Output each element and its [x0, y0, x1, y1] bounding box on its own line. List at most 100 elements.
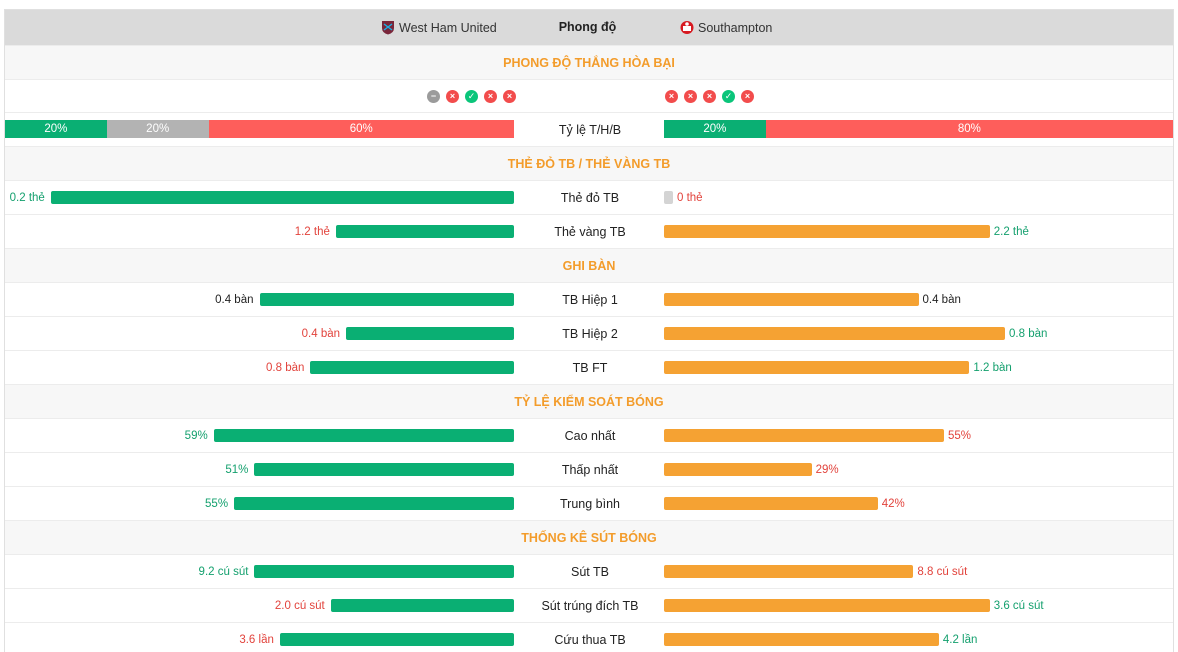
- away-stat-value: 29%: [815, 463, 839, 476]
- stat-row: 1.2 thẻ Thẻ vàng TB 2.2 thẻ: [5, 214, 1173, 248]
- cross-icon: ×: [665, 89, 678, 103]
- cross-icon: ×: [684, 89, 697, 103]
- away-stat-bar: [664, 191, 673, 204]
- stat-row: 0.4 bàn TB Hiệp 1 0.4 bàn: [5, 282, 1173, 316]
- home-stat-value: 0.4 bàn: [301, 327, 341, 340]
- form-comparison-panel: West Ham United Phong độ Southampton PHO…: [4, 9, 1174, 652]
- cross-icon: ×: [503, 89, 516, 103]
- away-stat-bar: [664, 565, 914, 578]
- away-stat-value: 4.2 lần: [942, 633, 978, 646]
- check-icon: ✓: [722, 89, 735, 103]
- home-ratio-segment: 60%: [208, 120, 514, 138]
- stat-label: Sút trúng đích TB: [541, 598, 639, 613]
- away-stat-bar: [664, 429, 944, 442]
- west-ham-crest-icon: [382, 21, 394, 35]
- home-stat-value: 2.0 cú sút: [274, 599, 325, 612]
- away-team[interactable]: Southampton: [680, 10, 772, 45]
- away-stat-value: 0.4 bàn: [922, 293, 961, 306]
- home-stat-bar: [254, 463, 514, 476]
- away-team-name: Southampton: [698, 20, 773, 35]
- home-stat-bar: [330, 599, 514, 612]
- away-stat-bar: [664, 361, 970, 374]
- check-icon: ✓: [465, 89, 478, 103]
- section-title: TỶ LỆ KIỂM SOÁT BÓNG: [5, 384, 1173, 418]
- stat-row: 51% Thấp nhất 29%: [5, 452, 1173, 486]
- home-stat-value: 59%: [184, 429, 208, 442]
- away-stat-bar: [664, 225, 990, 238]
- away-stat-bar: [664, 599, 990, 612]
- stat-row: 0.4 bàn TB Hiệp 2 0.8 bàn: [5, 316, 1173, 350]
- stat-label: TB Hiệp 2: [562, 326, 618, 341]
- home-stat-value: 0.4 bàn: [215, 293, 254, 306]
- away-ratio-segment: 20%: [664, 120, 766, 138]
- stat-row: 59% Cao nhất 55%: [5, 418, 1173, 452]
- section-title: GHI BÀN: [5, 248, 1173, 282]
- stat-label: TB FT: [572, 360, 608, 375]
- home-team[interactable]: West Ham United: [381, 10, 497, 45]
- home-stat-bar: [254, 565, 514, 578]
- home-stat-value: 1.2 thẻ: [294, 225, 330, 238]
- stat-label: TB Hiệp 1: [562, 292, 618, 307]
- away-stat-bar: [664, 463, 812, 476]
- away-stat-value: 42%: [881, 497, 905, 510]
- stat-row: 0.2 thẻ Thẻ đỏ TB 0 thẻ: [5, 180, 1173, 214]
- home-stat-bar: [234, 497, 514, 510]
- stat-row: 0.8 bàn TB FT 1.2 bàn: [5, 350, 1173, 384]
- home-team-name: West Ham United: [399, 20, 497, 35]
- stat-label: Cứu thua TB: [554, 632, 626, 647]
- comparison-header: West Ham United Phong độ Southampton: [5, 10, 1173, 45]
- section-title: THỐNG KÊ SÚT BÓNG: [5, 520, 1173, 554]
- minus-icon: −: [427, 89, 440, 103]
- home-form-results: − × ✓ × ×: [427, 80, 516, 112]
- home-ratio-segment: 20%: [106, 120, 209, 138]
- southampton-crest-icon: [680, 21, 694, 34]
- home-stat-bar: [279, 633, 514, 646]
- home-stat-value: 0.8 bàn: [266, 361, 305, 374]
- ratio-label: Tỷ lệ T/H/B: [558, 122, 622, 137]
- away-stat-value: 55%: [947, 429, 971, 442]
- away-stat-value: 0 thẻ: [677, 191, 703, 204]
- away-stat-value: 8.8 cú sút: [917, 565, 968, 578]
- away-stat-value: 3.6 cú sút: [993, 599, 1044, 612]
- home-stat-value: 9.2 cú sút: [198, 565, 249, 578]
- home-stat-bar: [346, 327, 514, 340]
- stat-row: 2.0 cú sút Sút trúng đích TB 3.6 cú sút: [5, 588, 1173, 622]
- home-stat-bar: [335, 225, 514, 238]
- section-title: THẺ ĐỎ TB / THẺ VÀNG TB: [5, 146, 1173, 180]
- home-stat-bar: [259, 293, 514, 306]
- cross-icon: ×: [484, 89, 497, 103]
- cross-icon: ×: [741, 89, 754, 103]
- away-stat-value: 2.2 thẻ: [993, 225, 1029, 238]
- stat-row: 3.6 lần Cứu thua TB 4.2 lần: [5, 622, 1173, 652]
- away-stat-bar: [664, 633, 939, 646]
- home-stat-value: 3.6 lần: [239, 633, 274, 646]
- panel-title: Phong độ: [558, 20, 617, 34]
- away-ratio-segment: 80%: [765, 120, 1173, 138]
- away-stat-bar: [664, 293, 919, 306]
- stat-row: 9.2 cú sút Sút TB 8.8 cú sút: [5, 554, 1173, 588]
- home-ratio-segment: 20%: [5, 120, 107, 138]
- stat-label: Thẻ vàng TB: [554, 224, 626, 239]
- form-results-row: − × ✓ × × × × × ✓ ×: [5, 79, 1173, 112]
- stat-label: Sút TB: [571, 564, 609, 579]
- stat-sections: THẺ ĐỎ TB / THẺ VÀNG TB 0.2 thẻ Thẻ đỏ TB 0…: [5, 146, 1173, 652]
- stat-label: Thấp nhất: [561, 462, 619, 477]
- section-title-form: PHONG ĐỘ THẮNG HÒA BẠI: [5, 45, 1173, 79]
- stat-row: 55% Trung bình 42%: [5, 486, 1173, 520]
- ratio-row: 20% 20% 60% Tỷ lệ T/H/B 20% 80%: [5, 112, 1173, 146]
- home-stat-bar: [310, 361, 514, 374]
- away-stat-bar: [664, 497, 878, 510]
- away-stat-bar: [664, 327, 1006, 340]
- stat-label: Thẻ đỏ TB: [560, 190, 620, 205]
- home-stat-value: 55%: [205, 497, 229, 510]
- home-stat-value: 51%: [225, 463, 249, 476]
- cross-icon: ×: [446, 89, 459, 103]
- stat-label: Cao nhất: [564, 428, 616, 443]
- stat-label: Trung bình: [560, 496, 620, 511]
- home-stat-value: 0.2 thẻ: [9, 191, 45, 204]
- cross-icon: ×: [703, 89, 716, 103]
- away-stat-value: 0.8 bàn: [1009, 327, 1048, 340]
- home-stat-bar: [213, 429, 514, 442]
- away-form-results: × × × ✓ ×: [665, 80, 754, 112]
- home-stat-bar: [50, 191, 514, 204]
